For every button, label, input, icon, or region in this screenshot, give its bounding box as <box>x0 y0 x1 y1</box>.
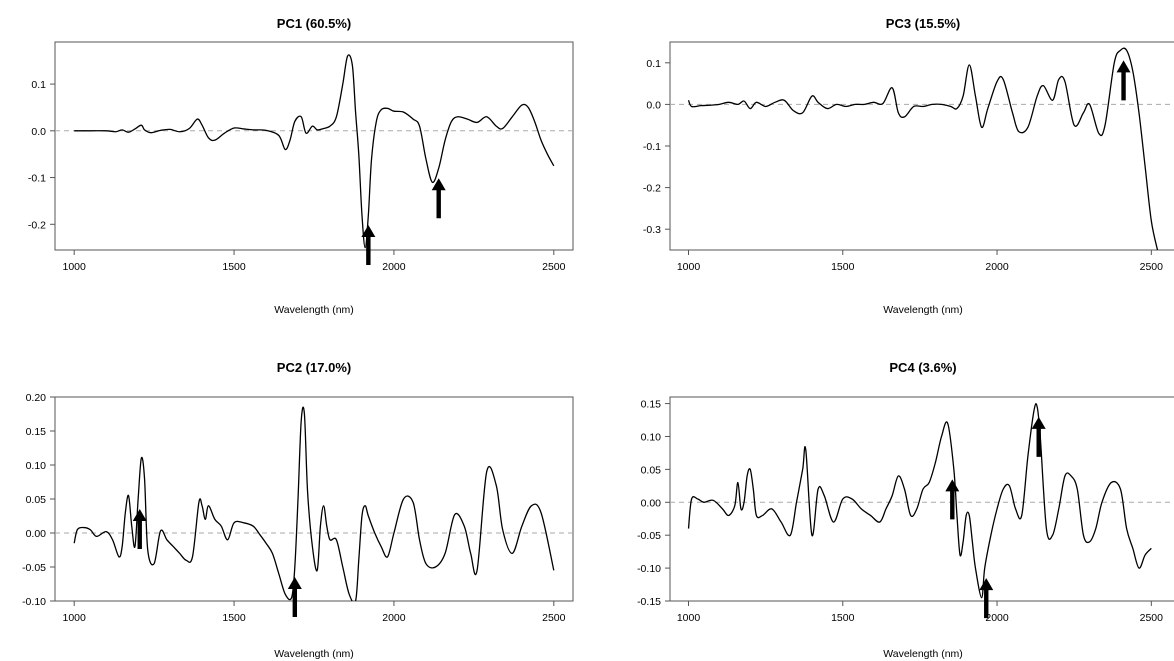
arrow-up-icon <box>945 479 960 520</box>
y-tick-label: 0.00 <box>641 497 662 509</box>
y-tick-label: 0.05 <box>26 494 47 506</box>
y-tick-label: -0.2 <box>28 219 46 231</box>
arrow-up-icon <box>287 577 302 617</box>
y-tick-label: 0.15 <box>641 399 662 411</box>
y-tick-label: -0.2 <box>643 183 661 195</box>
arrow-up-icon <box>361 224 376 265</box>
y-tick-label: 0.1 <box>31 79 46 91</box>
series-line-1 <box>73 406 555 601</box>
x-tick-label: 2500 <box>542 261 566 273</box>
series-line-1 <box>687 403 1152 599</box>
chart-title: PC2 (17.0%) <box>277 360 351 375</box>
chart-panel-2: PC2 (17.0%) 1000 1500 2000 2500 -0.10 -0.05 0.0… <box>22 360 574 660</box>
x-tick-label: 1500 <box>222 612 246 624</box>
x-tick-label: 1000 <box>677 261 701 273</box>
arrow-up-icon <box>132 509 147 549</box>
x-axis-label: Wavelength (nm) <box>274 304 354 316</box>
chart-title: PC1 (60.5%) <box>277 16 351 31</box>
y-tick-label: 0.1 <box>646 58 661 70</box>
chart-panel-1: PC1 (60.5%) 1000 1500 2000 2500 -0.2 -0.1 0.0 0.… <box>28 16 574 316</box>
x-axis-label: Wavelength (nm) <box>274 648 354 660</box>
plot-frame <box>54 41 574 251</box>
arrow-up-icon <box>431 178 446 219</box>
x-tick-label: 1500 <box>831 612 855 624</box>
y-tick-label: 0.15 <box>26 426 47 438</box>
chart-panel-4: PC4 (3.6%) 1000 1500 2000 2500 -0.15 -0.10 -0.0… <box>637 360 1174 660</box>
y-tick-label: 0.10 <box>26 460 47 472</box>
y-tick-label: -0.15 <box>637 596 661 608</box>
x-axis-label: Wavelength (nm) <box>883 648 963 660</box>
x-tick-label: 1000 <box>63 612 87 624</box>
x-tick-label: 2500 <box>1140 261 1164 273</box>
arrow-up-icon <box>979 578 994 619</box>
plot-frame <box>669 41 1174 251</box>
y-tick-label: -0.1 <box>643 141 661 153</box>
arrow-up-icon <box>1116 60 1131 101</box>
y-tick-label: 0.0 <box>31 126 46 138</box>
x-tick-label: 2500 <box>1140 612 1164 624</box>
x-tick-label: 2000 <box>382 612 406 624</box>
y-tick-label: 0.05 <box>641 464 662 476</box>
y-tick-label: -0.3 <box>643 224 661 236</box>
x-tick-label: 1000 <box>677 612 701 624</box>
x-tick-label: 1500 <box>222 261 246 273</box>
arrow-up-icon <box>1031 416 1046 457</box>
y-tick-label: -0.05 <box>637 530 661 542</box>
y-tick-label: -0.10 <box>22 596 46 608</box>
y-tick-label: -0.05 <box>22 562 46 574</box>
chart-title: PC4 (3.6%) <box>889 360 956 375</box>
y-tick-label: -0.1 <box>28 173 46 185</box>
y-tick-label: 0.0 <box>646 99 661 111</box>
x-tick-label: 2000 <box>985 612 1009 624</box>
chart-title: PC3 (15.5%) <box>886 16 960 31</box>
x-tick-label: 1500 <box>831 261 855 273</box>
x-tick-label: 2500 <box>542 612 566 624</box>
y-tick-label: -0.10 <box>637 563 661 575</box>
x-tick-label: 2000 <box>382 261 406 273</box>
series-line-1 <box>74 54 555 249</box>
plot-frame <box>54 396 574 602</box>
chart-panel-3: PC3 (15.5%) 1000 1500 2000 2500 -0.3 -0.2 -0.1 0… <box>643 16 1174 316</box>
x-tick-label: 2000 <box>985 261 1009 273</box>
x-tick-label: 1000 <box>63 261 87 273</box>
series-line-1 <box>687 47 1159 250</box>
y-tick-label: 0.00 <box>26 528 47 540</box>
y-tick-label: 0.10 <box>641 431 662 443</box>
y-tick-label: 0.20 <box>26 392 47 404</box>
x-axis-label: Wavelength (nm) <box>883 304 963 316</box>
plot-frame <box>669 396 1174 602</box>
